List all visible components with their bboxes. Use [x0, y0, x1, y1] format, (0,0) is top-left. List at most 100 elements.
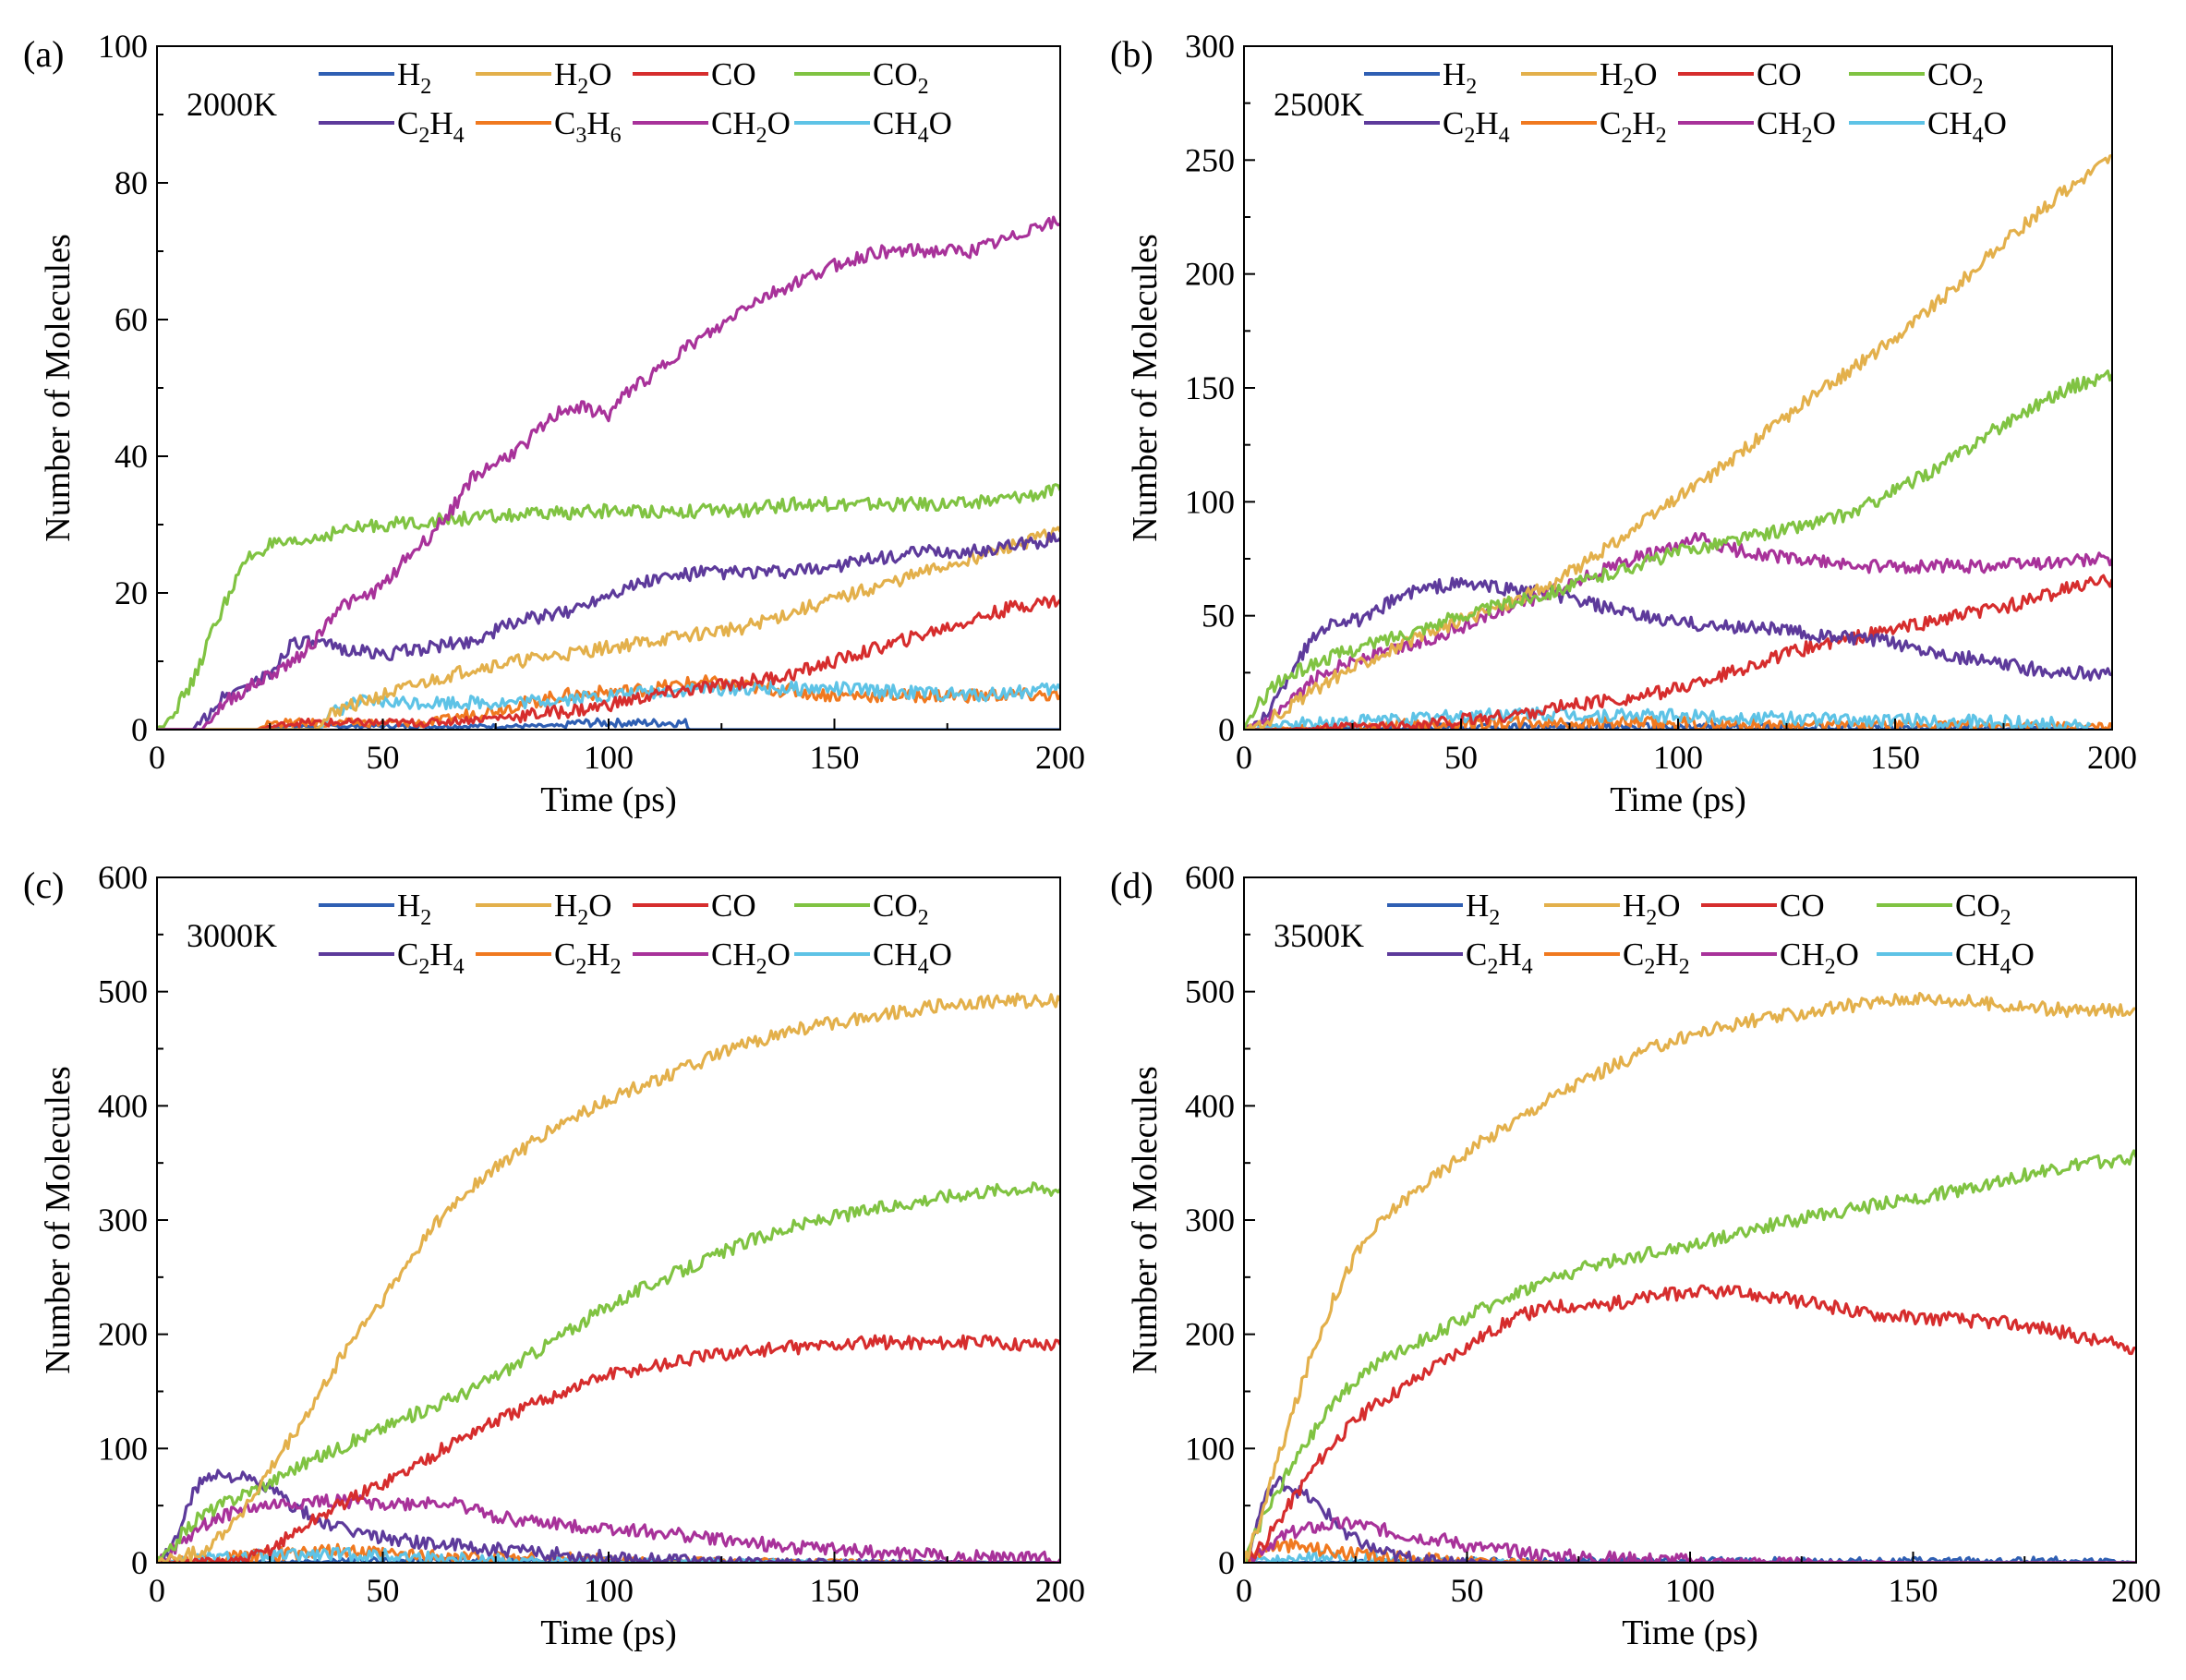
- y-tick-label: 400: [98, 1087, 148, 1124]
- y-axis-label: Number of Molecules: [39, 234, 78, 541]
- y-tick-label: 300: [1185, 28, 1235, 65]
- x-tick-label: 50: [367, 739, 400, 776]
- legend-label-C3H6: C3H6: [554, 105, 622, 148]
- x-tick-label: 200: [2111, 1572, 2161, 1609]
- y-axis-label: Number of Molecules: [1126, 1066, 1165, 1373]
- y-tick-label: 300: [98, 1202, 148, 1239]
- x-tick-label: 0: [149, 1572, 165, 1609]
- series-line-C2H2: [1244, 1538, 2136, 1563]
- legend-label-CH2O: CH2O: [1780, 937, 1859, 979]
- panel-letter: (d): [1110, 864, 1153, 906]
- series-line-CO: [1244, 574, 2112, 730]
- x-tick-label: 150: [810, 1572, 860, 1609]
- legend: H2 H2O CO CO2 C2H4 C2H2 CH2O CH4O: [1387, 888, 2035, 979]
- legend-label-CO2: CO2: [873, 888, 929, 930]
- series-line-CO2: [157, 1181, 1060, 1563]
- legend: H2 H2O CO CO2 C2H4 C3H6 CH2O CH4O: [319, 56, 952, 148]
- legend-label-H2: H2: [397, 56, 431, 99]
- panel-letter: (a): [23, 33, 64, 75]
- y-tick-label: 0: [1218, 711, 1235, 748]
- y-tick-label: 200: [98, 1316, 148, 1353]
- series-group: [1244, 153, 2112, 730]
- y-tick-label: 80: [115, 164, 148, 201]
- series-line-CH2O: [1244, 532, 2112, 730]
- legend-label-CH2O: CH2O: [711, 105, 791, 148]
- legend-label-C2H4: C2H4: [1443, 105, 1510, 148]
- legend-label-CH4O: CH4O: [1955, 937, 2035, 979]
- panel-letter: (b): [1110, 33, 1153, 75]
- legend-label-CO2: CO2: [873, 56, 929, 99]
- y-tick-label: 100: [98, 1430, 148, 1467]
- legend-label-H2O: H2O: [1623, 888, 1681, 930]
- series-line-CO2: [1244, 369, 2112, 730]
- y-tick-label: 20: [115, 574, 148, 611]
- x-tick-label: 0: [1236, 1572, 1252, 1609]
- y-tick-label: 150: [1185, 369, 1235, 406]
- x-tick-label: 150: [810, 739, 860, 776]
- legend-label-H2: H2: [1443, 56, 1477, 99]
- y-tick-label: 50: [1202, 598, 1235, 635]
- legend-label-CO: CO: [711, 56, 756, 92]
- panel-letter: (c): [23, 864, 64, 906]
- x-tick-label: 200: [1035, 1572, 1085, 1609]
- temperature-label: 2500K: [1274, 86, 1364, 123]
- y-tick-label: 600: [1185, 859, 1235, 896]
- y-axis-label: Number of Molecules: [1126, 234, 1165, 541]
- x-tick-label: 100: [1653, 739, 1703, 776]
- x-tick-label: 150: [1870, 739, 1920, 776]
- series-line-CO: [1244, 1284, 2136, 1563]
- x-tick-label: 50: [1451, 1572, 1484, 1609]
- legend-label-CO: CO: [711, 888, 756, 924]
- plot-frame: [156, 45, 1061, 731]
- x-tick-label: 100: [584, 739, 634, 776]
- x-axis-label: Time (ps): [1622, 1614, 1757, 1652]
- legend-label-C2H4: C2H4: [397, 937, 465, 979]
- legend-label-CO2: CO2: [1955, 888, 2011, 930]
- legend: H2 H2O CO CO2 C2H4 C2H2 CH2O CH4O: [319, 888, 952, 979]
- legend-label-H2O: H2O: [554, 888, 612, 930]
- series-line-H2O: [157, 526, 1060, 730]
- panel-a: 0 50 100 150 200 0 20 40 60 80 100 Time (ps) Number …: [23, 28, 1085, 819]
- x-axis-label: Time (ps): [1610, 780, 1745, 819]
- legend-label-CO: CO: [1780, 888, 1825, 924]
- panel-d: 0 50 100 150 200 0 100 200 300 400 500 600 Time (ps)…: [1110, 859, 2161, 1652]
- legend-label-C2H2: C2H2: [554, 937, 622, 979]
- legend-label-C2H2: C2H2: [1600, 105, 1667, 148]
- y-tick-label: 40: [115, 438, 148, 475]
- legend-label-CH4O: CH4O: [873, 105, 952, 148]
- series-line-C2H4: [157, 531, 1060, 730]
- series-group: [157, 215, 1060, 730]
- series-line-CH4O: [1244, 706, 2092, 730]
- y-axis-label: Number of Molecules: [39, 1066, 78, 1373]
- temperature-label: 2000K: [187, 86, 277, 123]
- y-tick-label: 200: [1185, 256, 1235, 293]
- y-tick-label: 600: [98, 859, 148, 896]
- x-tick-label: 200: [1035, 739, 1085, 776]
- panel-c: 0 50 100 150 200 0 100 200 300 400 500 600 Time (ps)…: [23, 859, 1085, 1652]
- x-tick-label: 150: [1889, 1572, 1938, 1609]
- y-tick-label: 100: [1185, 483, 1235, 520]
- series-line-CO: [157, 595, 1060, 730]
- legend-label-C2H4: C2H4: [397, 105, 465, 148]
- legend-label-H2O: H2O: [554, 56, 612, 99]
- legend-label-CH2O: CH2O: [1757, 105, 1836, 148]
- x-tick-label: 100: [584, 1572, 634, 1609]
- temperature-label: 3500K: [1274, 917, 1364, 954]
- series-line-CH2O: [157, 215, 1060, 730]
- y-tick-label: 0: [131, 711, 148, 748]
- y-tick-label: 100: [1185, 1430, 1235, 1467]
- series-line-CO: [157, 1334, 1060, 1563]
- y-tick-label: 0: [131, 1544, 148, 1581]
- series-line-H2O: [157, 992, 1060, 1563]
- series-line-CO2: [157, 483, 1060, 730]
- x-tick-label: 50: [1444, 739, 1478, 776]
- x-tick-label: 0: [1236, 739, 1252, 776]
- legend-label-CO2: CO2: [1927, 56, 1984, 99]
- temperature-label: 3000K: [187, 917, 277, 954]
- x-axis-label: Time (ps): [540, 780, 676, 819]
- series-line-H2O: [1244, 153, 2112, 730]
- series-line-CH4O: [157, 680, 1060, 730]
- legend-label-C2H2: C2H2: [1623, 937, 1690, 979]
- x-tick-label: 200: [2087, 739, 2137, 776]
